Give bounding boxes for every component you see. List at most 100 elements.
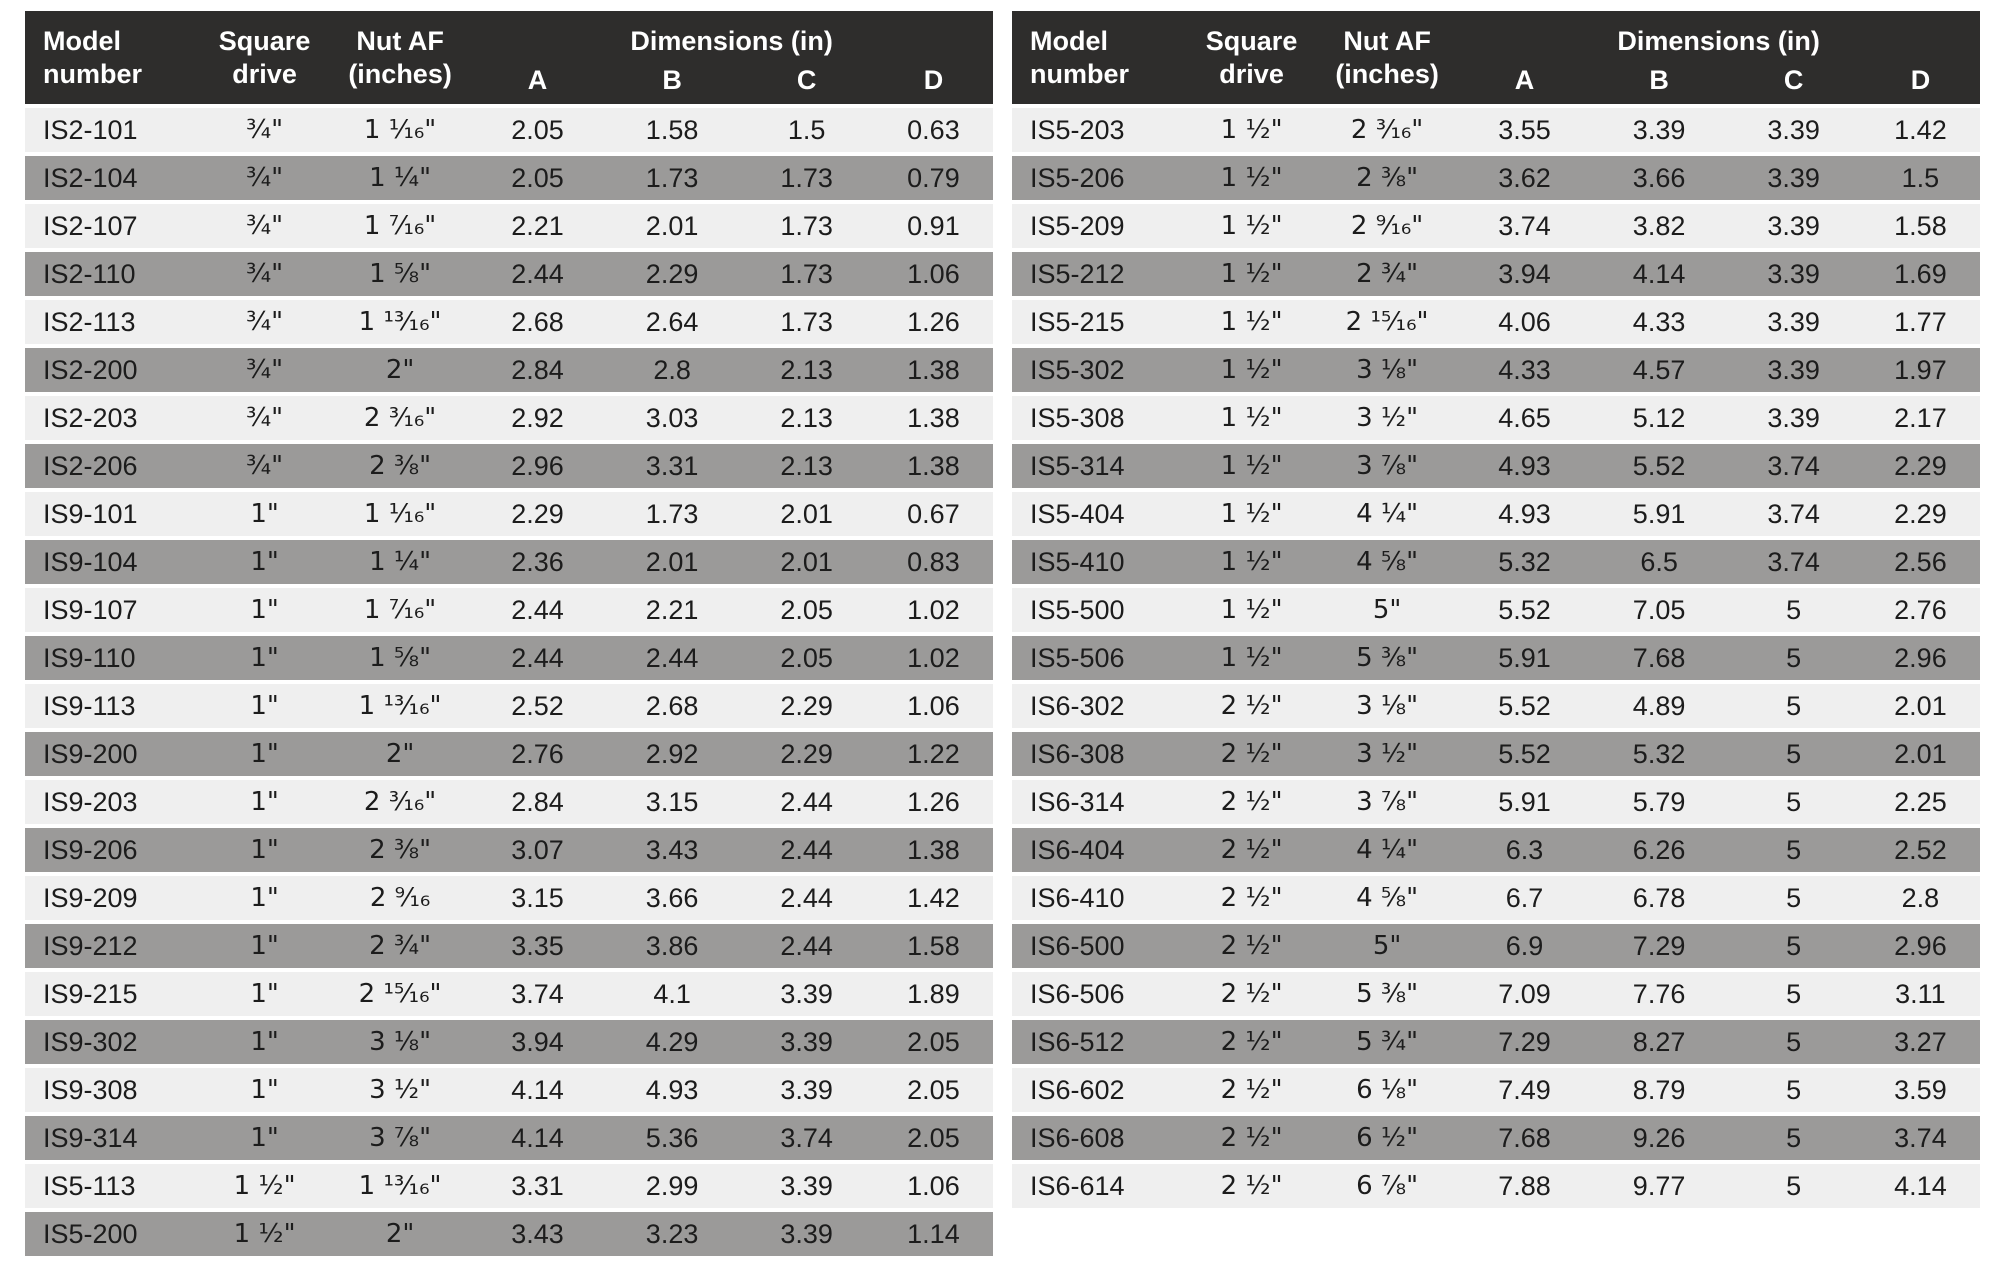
nut-af-cell: 2 ³⁄₁₆" xyxy=(363,787,437,817)
dim-a-header: A xyxy=(527,65,548,96)
dim-a-cell: 7.68 xyxy=(1498,1122,1551,1153)
model-number-cell: IS6-500 xyxy=(1030,930,1125,961)
dim-c-cell: 3.39 xyxy=(1767,306,1820,337)
dim-a-cell: 2.29 xyxy=(511,498,564,529)
dim-a-cell: 5.52 xyxy=(1498,690,1551,721)
nut-af-cell: 1 ¹³⁄₁₆" xyxy=(358,1171,442,1201)
square-header-line1: Square xyxy=(218,25,311,56)
model-number-cell: IS5-200 xyxy=(43,1218,138,1249)
model-number-cell: IS9-200 xyxy=(43,738,138,769)
dim-a-cell: 2.96 xyxy=(511,450,564,481)
square-drive-cell: 1" xyxy=(250,739,279,769)
dim-c-cell: 3.74 xyxy=(780,1122,833,1153)
square-drive-cell: 1 ½" xyxy=(233,1219,296,1249)
nut-af-cell: 5 ¾" xyxy=(1356,1027,1419,1057)
dim-d-cell: 4.14 xyxy=(1894,1170,1947,1201)
dim-b-cell: 5.32 xyxy=(1632,738,1686,769)
dim-a-cell: 5.91 xyxy=(1498,786,1551,817)
square-drive-cell: ¾" xyxy=(245,355,284,385)
nut-af-cell: 3 ⅞" xyxy=(369,1123,432,1153)
dim-c-cell: 2.05 xyxy=(780,594,833,625)
square-drive-cell: 1 ½" xyxy=(1220,307,1283,337)
dim-c-cell: 2.44 xyxy=(780,786,833,817)
dim-c-cell: 2.29 xyxy=(780,738,833,769)
square-drive-cell: ¾" xyxy=(245,115,284,145)
square-drive-cell: 1 ½" xyxy=(1220,115,1283,145)
dim-c-cell: 2.05 xyxy=(780,642,833,673)
model-number-header: Model number xyxy=(25,25,199,91)
model-number-cell: IS6-506 xyxy=(1030,978,1125,1009)
nut-af-cell: 3 ½" xyxy=(369,1075,432,1105)
dim-c-cell: 2.13 xyxy=(780,450,833,481)
dim-a-cell: 3.94 xyxy=(1498,258,1551,289)
table-header: Model number Square drive Nut AF (inches… xyxy=(25,11,993,104)
table-row: IS6-308 2 ½" 3 ½" 5.52 5.32 5 2.01 xyxy=(1012,732,1980,776)
dim-d-cell: 2.29 xyxy=(1894,450,1947,481)
dim-a-cell: 3.62 xyxy=(1498,162,1551,193)
model-number-cell: IS9-308 xyxy=(43,1074,138,1105)
dim-c-cell: 5 xyxy=(1786,594,1802,625)
table-row: IS2-101 ¾" 1 ¹⁄₁₆" 2.05 1.58 1.5 0.63 xyxy=(25,108,993,152)
table-row: IS6-404 2 ½" 4 ¼" 6.3 6.26 5 2.52 xyxy=(1012,828,1980,872)
model-number-cell: IS9-110 xyxy=(43,642,136,673)
model-number-cell: IS6-602 xyxy=(1030,1074,1125,1105)
table-row: IS9-104 1" 1 ¼" 2.36 2.01 2.01 0.83 xyxy=(25,540,993,584)
model-number-cell: IS9-107 xyxy=(43,594,138,625)
dim-b-cell: 5.79 xyxy=(1632,786,1686,817)
table-row: IS5-209 1 ½" 2 ⁹⁄₁₆" 3.74 3.82 3.39 1.58 xyxy=(1012,204,1980,248)
dim-a-cell: 7.29 xyxy=(1498,1026,1551,1057)
table-row: IS5-200 1 ½" 2" 3.43 3.23 3.39 1.14 xyxy=(25,1212,993,1256)
square-drive-header: Square drive xyxy=(1186,25,1317,91)
dim-d-cell: 0.63 xyxy=(907,114,960,145)
dim-b-cell: 3.66 xyxy=(1632,162,1686,193)
table-row: IS9-200 1" 2" 2.76 2.92 2.29 1.22 xyxy=(25,732,993,776)
nut-af-cell: 5" xyxy=(1372,595,1402,625)
dim-b-cell: 5.52 xyxy=(1632,450,1686,481)
dim-c-cell: 5 xyxy=(1786,834,1802,865)
table-row: IS2-113 ¾" 1 ¹³⁄₁₆" 2.68 2.64 1.73 1.26 xyxy=(25,300,993,344)
nut-af-cell: 3 ⅛" xyxy=(1356,691,1419,721)
model-header-line2: number xyxy=(1030,58,1130,89)
model-number-cell: IS5-314 xyxy=(1030,450,1125,481)
dim-d-cell: 2.56 xyxy=(1894,546,1947,577)
table-row: IS9-113 1" 1 ¹³⁄₁₆" 2.52 2.68 2.29 1.06 xyxy=(25,684,993,728)
nut-af-cell: 3 ½" xyxy=(1356,403,1419,433)
square-drive-cell: 1 ½" xyxy=(1220,163,1283,193)
dim-d-cell: 1.42 xyxy=(1894,114,1947,145)
square-drive-cell: 1 ½" xyxy=(233,1171,296,1201)
dim-c-cell: 3.39 xyxy=(1767,258,1820,289)
dim-a-cell: 2.92 xyxy=(511,402,564,433)
square-drive-cell: 1" xyxy=(250,883,279,913)
nut-af-cell: 4 ¼" xyxy=(1356,499,1419,529)
square-drive-cell: 1" xyxy=(250,499,279,529)
dim-b-cell: 1.73 xyxy=(645,498,699,529)
nut-af-cell: 1 ¹⁄₁₆" xyxy=(363,115,437,145)
dim-b-cell: 1.58 xyxy=(645,114,699,145)
dim-c-cell: 5 xyxy=(1786,978,1802,1009)
square-drive-header: Square drive xyxy=(199,25,330,91)
model-number-header: Model number xyxy=(1012,25,1186,91)
square-drive-cell: 1 ½" xyxy=(1220,547,1283,577)
dim-d-cell: 1.42 xyxy=(907,882,960,913)
dim-a-cell: 2.05 xyxy=(511,114,564,145)
dim-c-cell: 3.39 xyxy=(780,1026,833,1057)
dim-b-cell: 8.27 xyxy=(1632,1026,1686,1057)
nut-af-cell: 6 ½" xyxy=(1356,1123,1419,1153)
dim-a-cell: 6.9 xyxy=(1505,930,1544,961)
dimensions-header: Dimensions (in) xyxy=(630,25,833,56)
dim-d-cell: 1.77 xyxy=(1894,306,1947,337)
dim-d-cell: 0.67 xyxy=(907,498,960,529)
dim-c-cell: 2.44 xyxy=(780,834,833,865)
dim-b-cell: 2.8 xyxy=(653,354,691,385)
model-number-cell: IS5-500 xyxy=(1030,594,1125,625)
dim-d-header: D xyxy=(1910,65,1931,96)
table-row: IS5-314 1 ½" 3 ⅞" 4.93 5.52 3.74 2.29 xyxy=(1012,444,1980,488)
dim-d-cell: 1.58 xyxy=(1894,210,1947,241)
dim-c-cell: 2.13 xyxy=(780,402,833,433)
table-row: IS6-410 2 ½" 4 ⅝" 6.7 6.78 5 2.8 xyxy=(1012,876,1980,920)
dim-b-cell: 3.43 xyxy=(645,834,699,865)
dim-a-cell: 2.52 xyxy=(511,690,564,721)
dim-c-cell: 3.39 xyxy=(780,1218,833,1249)
dim-a-cell: 7.88 xyxy=(1498,1170,1551,1201)
nut-af-cell: 1 ⅝" xyxy=(369,643,432,673)
